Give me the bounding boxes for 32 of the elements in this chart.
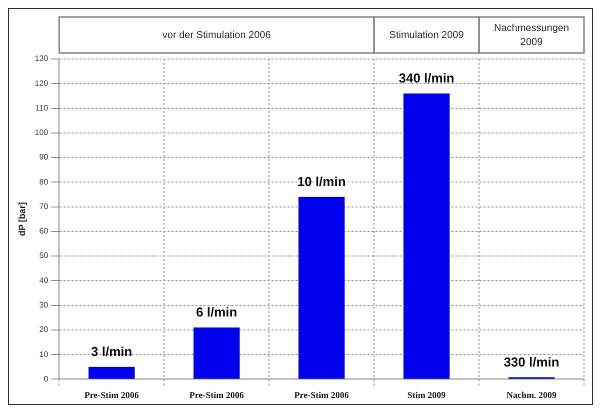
y-axis-title: dP [bar]	[16, 202, 27, 236]
x-tick-label: Pre-Stim 2006	[84, 390, 140, 400]
y-tick-label: 0	[44, 374, 49, 384]
y-tick-label: 40	[39, 276, 49, 285]
y-tick-label: 80	[39, 177, 49, 186]
annotation: 330 l/min	[504, 354, 560, 370]
bar	[403, 93, 450, 379]
y-tick-label: 110	[35, 103, 49, 112]
y-tick-label: 60	[39, 226, 49, 236]
text: vor der Stimulation 2006	[162, 30, 272, 41]
y-tick-label: 100	[34, 128, 49, 138]
y-tick-label: 130	[34, 54, 49, 64]
y-tick-label: 120	[34, 78, 49, 88]
y-tick-label: 70	[39, 202, 49, 211]
x-tick-label: Pre-Stim 2006	[189, 390, 244, 400]
annotation: 340 l/min	[398, 70, 454, 86]
x-tick-label: Nachm. 2009	[506, 390, 558, 400]
text: Nachmessungen 2009	[494, 22, 570, 48]
y-tick-label: 10	[39, 350, 49, 359]
x-tick-label: Pre-Stim 2006	[294, 390, 350, 400]
y-tick-label: 30	[39, 300, 49, 310]
bar	[88, 366, 135, 379]
y-tick-label: 50	[39, 251, 49, 260]
y-tick-label: 90	[39, 152, 49, 162]
y-tick-label: 20	[39, 325, 49, 334]
text: Stimulation 2009	[389, 30, 464, 41]
annotation: 6 l/min	[196, 304, 238, 320]
annotation: 3 l/min	[91, 344, 132, 359]
x-tick-label: Stim 2009	[407, 390, 446, 400]
annotation: 10 l/min	[297, 174, 346, 190]
bar	[298, 196, 345, 379]
bar	[194, 327, 240, 379]
